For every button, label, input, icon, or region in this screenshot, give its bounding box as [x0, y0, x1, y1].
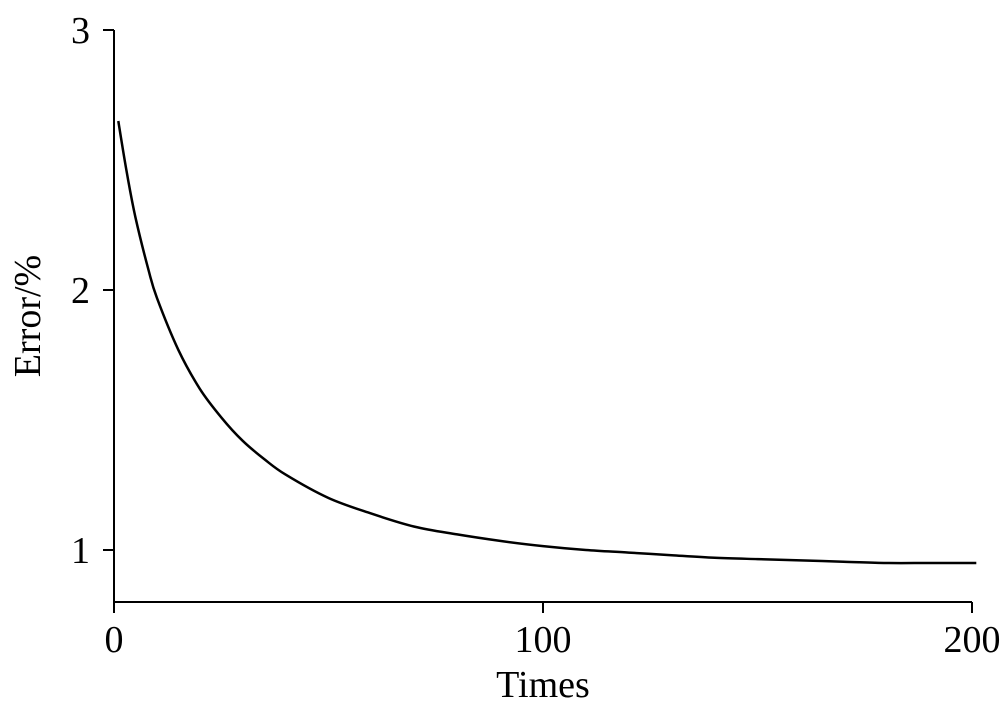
y-axis-title: Error/%	[7, 255, 49, 377]
x-tick-label: 0	[105, 619, 124, 661]
y-tick-label: 3	[71, 10, 90, 52]
x-tick-label: 200	[944, 619, 1000, 661]
y-tick-label: 2	[71, 270, 90, 312]
x-axis-title: Times	[496, 664, 590, 706]
ticks: 0 100 200 1 2 3	[71, 10, 1000, 661]
error-curve	[117, 120, 977, 565]
y-tick-label: 1	[71, 530, 90, 572]
x-tick-label: 100	[515, 619, 572, 661]
